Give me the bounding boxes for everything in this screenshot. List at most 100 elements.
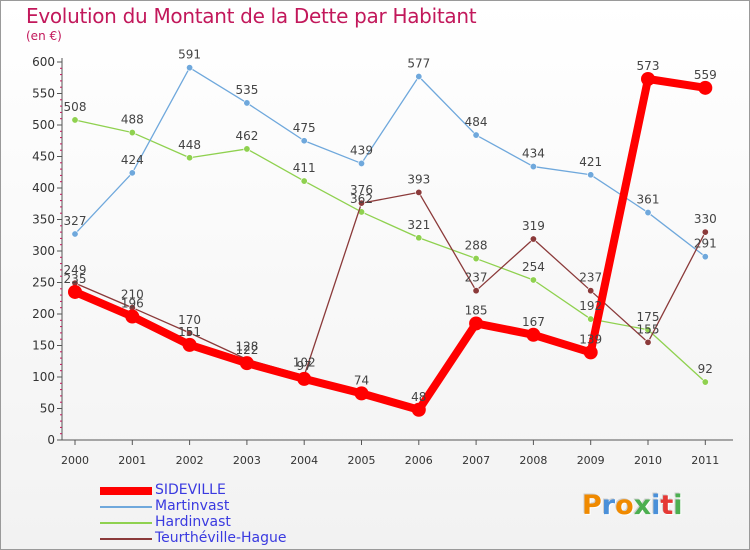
x-tick-label: 2008 <box>519 454 547 467</box>
y-tick-label: 500 <box>32 118 55 132</box>
data-point <box>698 80 713 95</box>
x-tick-label: 2006 <box>405 454 433 467</box>
series-line-Teurthéville-Hague <box>74 191 706 377</box>
data-point <box>186 64 194 72</box>
legend-swatch <box>100 522 152 524</box>
y-tick-label: 300 <box>32 244 55 258</box>
x-tick-label: 2004 <box>290 454 318 467</box>
data-label: 151 <box>178 325 201 339</box>
data-label: 175 <box>637 310 660 324</box>
x-tick-label: 2010 <box>634 454 662 467</box>
logo-letter: P <box>582 490 602 521</box>
logo-letter: r <box>601 490 616 521</box>
data-label: 488 <box>121 113 144 127</box>
legend-label: Teurthéville-Hague <box>155 530 287 546</box>
logo-letter: t <box>660 490 674 521</box>
legend-swatch <box>100 538 152 540</box>
data-point <box>300 137 308 145</box>
legend-label: Hardinvast <box>155 514 231 530</box>
y-tick-label: 50 <box>40 402 55 416</box>
data-point <box>529 276 537 284</box>
data-label: 376 <box>350 183 373 197</box>
data-label: 291 <box>694 237 717 251</box>
data-point <box>472 131 480 139</box>
data-point <box>587 287 595 295</box>
data-label: 559 <box>694 68 717 82</box>
data-label: 210 <box>121 288 144 302</box>
data-point <box>415 234 423 242</box>
y-tick-label: 150 <box>32 339 55 353</box>
data-point <box>357 199 365 207</box>
x-tick-label: 2009 <box>577 454 605 467</box>
y-tick-label: 600 <box>32 55 55 69</box>
data-point <box>701 228 709 236</box>
data-point <box>529 235 537 243</box>
y-tick-label: 0 <box>47 433 55 447</box>
data-label: 192 <box>579 299 602 313</box>
data-label: 434 <box>522 147 545 161</box>
data-point <box>644 209 652 217</box>
legend-swatch <box>100 487 152 495</box>
data-label: 393 <box>407 172 430 186</box>
data-label: 439 <box>350 143 373 157</box>
logo-letter: i <box>673 490 683 521</box>
data-point <box>415 72 423 80</box>
data-label: 508 <box>64 100 87 114</box>
y-tick-label: 450 <box>32 150 55 164</box>
data-point <box>71 116 79 124</box>
data-label: 249 <box>64 263 87 277</box>
data-label: 535 <box>235 83 258 97</box>
data-label: 170 <box>178 313 201 327</box>
data-point <box>411 402 426 417</box>
x-tick-label: 2011 <box>691 454 719 467</box>
data-label: 235 <box>64 272 87 286</box>
data-label: 362 <box>350 192 373 206</box>
series-line-SIDEVILLE <box>73 75 706 414</box>
chart-title: Evolution du Montant de la Dette par Hab… <box>26 4 477 28</box>
data-point <box>472 287 480 295</box>
y-tick-label: 200 <box>32 307 55 321</box>
data-point <box>243 99 251 107</box>
y-tick-label: 550 <box>32 87 55 101</box>
data-point <box>243 145 251 153</box>
data-label: 122 <box>235 343 258 357</box>
data-label: 288 <box>465 239 488 253</box>
data-point <box>701 378 709 386</box>
y-tick-label: 400 <box>32 181 55 195</box>
data-label: 484 <box>465 115 488 129</box>
data-label: 327 <box>64 214 87 228</box>
data-point <box>125 309 140 324</box>
data-point <box>415 188 423 196</box>
x-tick-label: 2003 <box>233 454 261 467</box>
data-point <box>644 338 652 346</box>
x-tick-label: 2001 <box>118 454 146 467</box>
data-point <box>182 337 197 352</box>
logo-letter: o <box>615 490 634 521</box>
data-label: 321 <box>407 218 430 232</box>
data-point <box>526 327 541 342</box>
y-tick-label: 350 <box>32 213 55 227</box>
data-label: 448 <box>178 138 201 152</box>
data-label: 577 <box>407 56 430 70</box>
data-point <box>472 255 480 263</box>
legend-label: SIDEVILLE <box>155 482 226 498</box>
data-point <box>68 284 82 299</box>
data-label: 237 <box>579 271 602 285</box>
logo-letter: x <box>633 490 652 521</box>
data-label: 462 <box>235 129 258 143</box>
data-point <box>529 163 537 171</box>
data-point <box>354 386 369 401</box>
x-tick-label: 2000 <box>61 454 89 467</box>
data-label: 48 <box>411 390 426 404</box>
data-point <box>644 326 652 334</box>
data-label: 92 <box>698 362 713 376</box>
data-point <box>583 345 598 360</box>
x-tick-label: 2005 <box>348 454 376 467</box>
data-label: 411 <box>293 161 316 175</box>
data-label: 237 <box>465 271 488 285</box>
chart-unit: (en €) <box>26 29 62 43</box>
data-point <box>297 371 312 386</box>
logo-letter: i <box>651 490 661 521</box>
